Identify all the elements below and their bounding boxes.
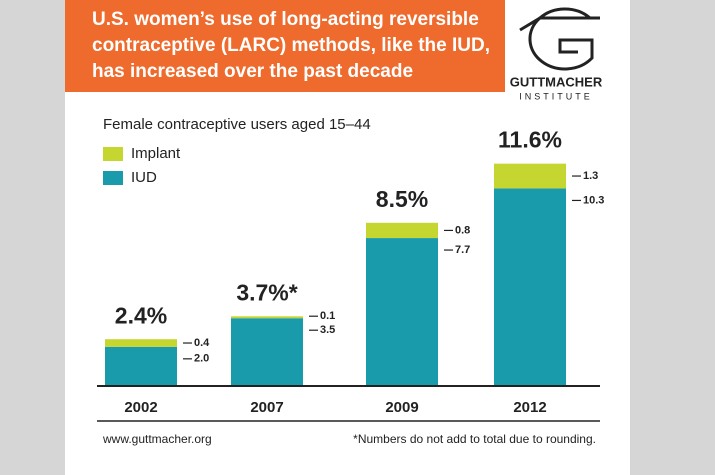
legend-label: Implant xyxy=(131,145,181,162)
logo-name: GUTTMACHER xyxy=(510,74,603,89)
bar-segment xyxy=(494,188,566,385)
segment-label: 7.7 xyxy=(455,244,470,256)
total-label: 11.6% xyxy=(498,127,562,153)
segment-label: 1.3 xyxy=(583,170,598,182)
title-line: contraceptive (LARC) methods, like the I… xyxy=(92,35,490,56)
bar-segment xyxy=(366,222,438,239)
footnote: *Numbers do not add to total due to roun… xyxy=(353,432,596,446)
logo-subname: INSTITUTE xyxy=(519,91,593,101)
segment-label: 10.3 xyxy=(583,194,604,206)
source: www.guttmacher.org xyxy=(102,432,212,446)
bar-segment xyxy=(105,346,177,385)
logo-bevel xyxy=(519,16,600,32)
segment-label: 3.5 xyxy=(320,324,335,336)
legend-label: IUD xyxy=(131,169,157,186)
bar-segment xyxy=(494,163,566,189)
x-tick-label: 2007 xyxy=(250,399,283,416)
legend-swatch xyxy=(103,147,123,161)
logo-g xyxy=(528,7,594,71)
bar-segment xyxy=(231,318,303,385)
legend-swatch xyxy=(103,171,123,185)
x-tick-label: 2002 xyxy=(124,399,157,416)
header-band xyxy=(65,0,505,92)
logo-mark xyxy=(519,7,600,71)
segment-label: 0.4 xyxy=(194,337,210,349)
subtitle: Female contraceptive users aged 15–44 xyxy=(103,116,371,133)
segment-label: 0.8 xyxy=(455,224,470,236)
title-line: U.S. women’s use of long-acting reversib… xyxy=(92,9,479,30)
total-label: 2.4% xyxy=(115,302,167,328)
segment-label: 2.0 xyxy=(194,353,209,365)
bar-segment xyxy=(105,339,177,347)
total-label: 8.5% xyxy=(376,186,428,212)
x-tick-label: 2012 xyxy=(513,399,546,416)
title-line: has increased over the past decade xyxy=(92,61,413,82)
bar-segment xyxy=(366,238,438,385)
total-label: 3.7%* xyxy=(236,279,297,305)
x-tick-label: 2009 xyxy=(385,399,418,416)
segment-label: 0.1 xyxy=(320,310,335,322)
logo-box xyxy=(505,0,630,92)
bar-segment xyxy=(231,316,303,319)
